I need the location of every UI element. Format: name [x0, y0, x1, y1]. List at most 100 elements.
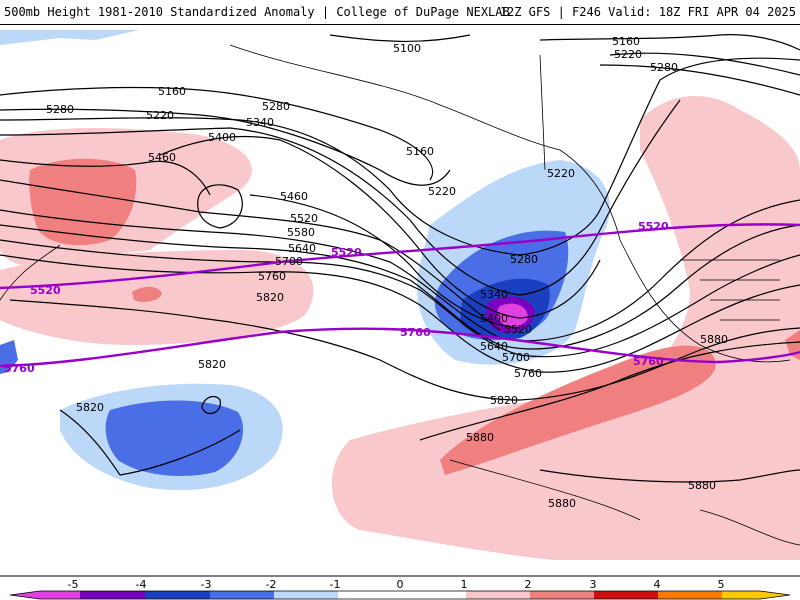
contour-5400	[159, 135, 601, 319]
label-5880-south: 5880	[548, 497, 576, 510]
contour-small-low	[201, 395, 221, 415]
product-title: 500mb Height 1981-2010 Standardized Anom…	[4, 5, 510, 19]
climo-5760	[0, 327, 800, 368]
tick-m1: -1	[330, 578, 341, 591]
label-5100: 5100	[393, 42, 421, 55]
label-5280: 5280	[650, 61, 678, 74]
anomaly-map: 5100 5160 5220 5280 5160 5280 5280 5220 …	[0, 30, 800, 561]
label-5340-gulf: 5340	[480, 288, 508, 301]
label-5820-sw: 5820	[76, 401, 104, 414]
title-bar: 500mb Height 1981-2010 Standardized Anom…	[0, 0, 800, 25]
label-5580: 5580	[287, 226, 315, 239]
height-contours	[0, 34, 800, 483]
label-5160: 5160	[612, 35, 640, 48]
contour-5820	[9, 299, 800, 401]
label-5280-west: 5280	[262, 100, 290, 113]
legend-tick-labels: -5 -4 -3 -2 -1 0 1 2 3 4 5	[68, 578, 725, 591]
pos-anomaly-1sd-east	[331, 96, 800, 561]
contour-5460	[0, 159, 521, 329]
tick-0: 0	[397, 578, 404, 591]
swatch-zero	[338, 591, 466, 599]
label-5700-gulf: 5700	[502, 351, 530, 364]
contour-5160-east	[539, 34, 800, 51]
label-5520-gulf: 5520	[504, 323, 532, 336]
tick-m2: -2	[266, 578, 277, 591]
tick-m4: -4	[136, 578, 147, 591]
contour-5640	[0, 224, 800, 350]
label-5400-gulf: 5400	[480, 312, 508, 325]
climo-label-5760-mid: 5760	[400, 326, 431, 339]
climo-5520	[0, 223, 800, 290]
swatch-m4	[80, 591, 145, 599]
swatch-m1	[274, 591, 338, 599]
contour-5880	[419, 341, 800, 441]
climo-label-5520-west: 5520	[30, 284, 61, 297]
contour-5280	[0, 57, 800, 256]
label-5700: 5700	[275, 255, 303, 268]
label-5880-se: 5880	[688, 479, 716, 492]
legend-swatches	[9, 590, 791, 600]
contour-5460-low	[197, 184, 243, 229]
pos-anomaly-2sd-central	[132, 286, 162, 302]
pos-anomaly-2sd-east	[440, 345, 716, 475]
swatch-outline	[9, 590, 791, 600]
swatch-p2	[530, 591, 594, 599]
swatch-p3	[594, 591, 658, 599]
contour-5520	[0, 179, 501, 331]
contour-5100	[329, 34, 471, 42]
contour-5280-east	[599, 64, 800, 96]
label-5520: 5520	[290, 212, 318, 225]
contour-5700	[0, 239, 800, 358]
tick-p2: 2	[525, 578, 532, 591]
label-5400-west: 5400	[208, 131, 236, 144]
tick-p4: 4	[654, 578, 661, 591]
label-5220-west: 5220	[146, 109, 174, 122]
swatch-m5	[10, 591, 80, 599]
pos-anomaly-2sd-nw	[29, 158, 137, 246]
coastlines	[0, 44, 800, 546]
climo-label-5520-mid: 5520	[331, 246, 362, 259]
label-5160-west: 5160	[158, 85, 186, 98]
neg-anomaly-5sd-gulf	[497, 303, 528, 327]
label-5820-gulf: 5820	[490, 394, 518, 407]
contour-5220-west	[0, 108, 451, 186]
swatch-p5	[722, 591, 790, 599]
contour-5580	[0, 199, 800, 342]
climo-contours	[0, 223, 800, 368]
label-5460: 5460	[148, 151, 176, 164]
contour-labels: 5100 5160 5220 5280 5160 5280 5280 5220 …	[4, 35, 728, 510]
label-5880-mid: 5880	[466, 431, 494, 444]
tick-p5: 5	[718, 578, 725, 591]
swatch-p4	[658, 591, 722, 599]
tick-m3: -3	[201, 578, 212, 591]
label-5760: 5760	[258, 270, 286, 283]
contour-5820-south	[59, 409, 241, 476]
label-5280-nw: 5280	[46, 103, 74, 116]
climo-label-5520-east: 5520	[638, 220, 669, 233]
label-5640-gulf: 5640	[480, 340, 508, 353]
label-5820-mid: 5820	[198, 358, 226, 371]
label-5820: 5820	[256, 291, 284, 304]
label-5640: 5640	[288, 242, 316, 255]
label-5220-mid: 5220	[428, 185, 456, 198]
label-5460-mid: 5460	[280, 190, 308, 203]
contour-5880-south	[539, 469, 800, 483]
neg-anomaly-2sd-south	[105, 400, 244, 476]
run-info: 12Z GFS | F246 Valid: 18Z FRI APR 04 202…	[499, 5, 796, 19]
label-5760-gulf: 5760	[514, 367, 542, 380]
swatch-m2	[210, 591, 274, 599]
label-5220-gulf: 5220	[547, 167, 575, 180]
anomaly-colorbar: -5 -4 -3 -2 -1 0 1 2 3 4 5	[0, 575, 800, 600]
tick-p1: 1	[461, 578, 468, 591]
label-5880-east: 5880	[700, 333, 728, 346]
label-5160-mid: 5160	[406, 145, 434, 158]
neg-anomaly-1sd-nw	[0, 30, 140, 45]
anomaly-shading	[0, 30, 800, 561]
tick-m5: -5	[68, 578, 79, 591]
swatch-m3	[145, 591, 210, 599]
contour-5160-west	[0, 86, 434, 181]
climo-label-5760-west: 5760	[4, 362, 35, 375]
climo-label-5760-east: 5760	[633, 355, 664, 368]
label-5280-gulf: 5280	[510, 253, 538, 266]
